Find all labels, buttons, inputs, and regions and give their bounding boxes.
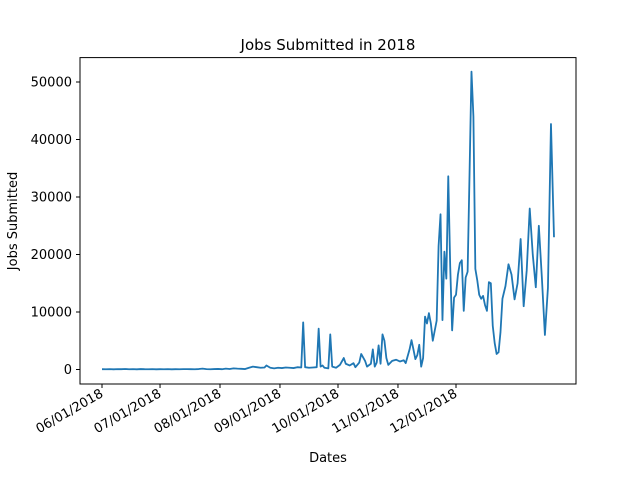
series-line-jobs-submitted — [101, 70, 555, 371]
chart-title: Jobs Submitted in 2018 — [240, 36, 416, 54]
x-axis-label: Dates — [309, 451, 347, 466]
y-tick-label: 20000 — [31, 248, 72, 263]
y-axis: 0 10000 20000 30000 40000 50000 — [31, 76, 80, 378]
y-tick-label: 40000 — [31, 133, 72, 148]
plot-frame — [79, 57, 577, 385]
y-tick-label: 30000 — [31, 191, 72, 206]
y-axis-label: Jobs Submitted — [6, 172, 21, 271]
plot-area — [101, 70, 555, 371]
y-tick-label: 10000 — [31, 306, 72, 321]
y-tick-label: 50000 — [31, 76, 72, 91]
y-tick-label: 0 — [64, 363, 72, 378]
